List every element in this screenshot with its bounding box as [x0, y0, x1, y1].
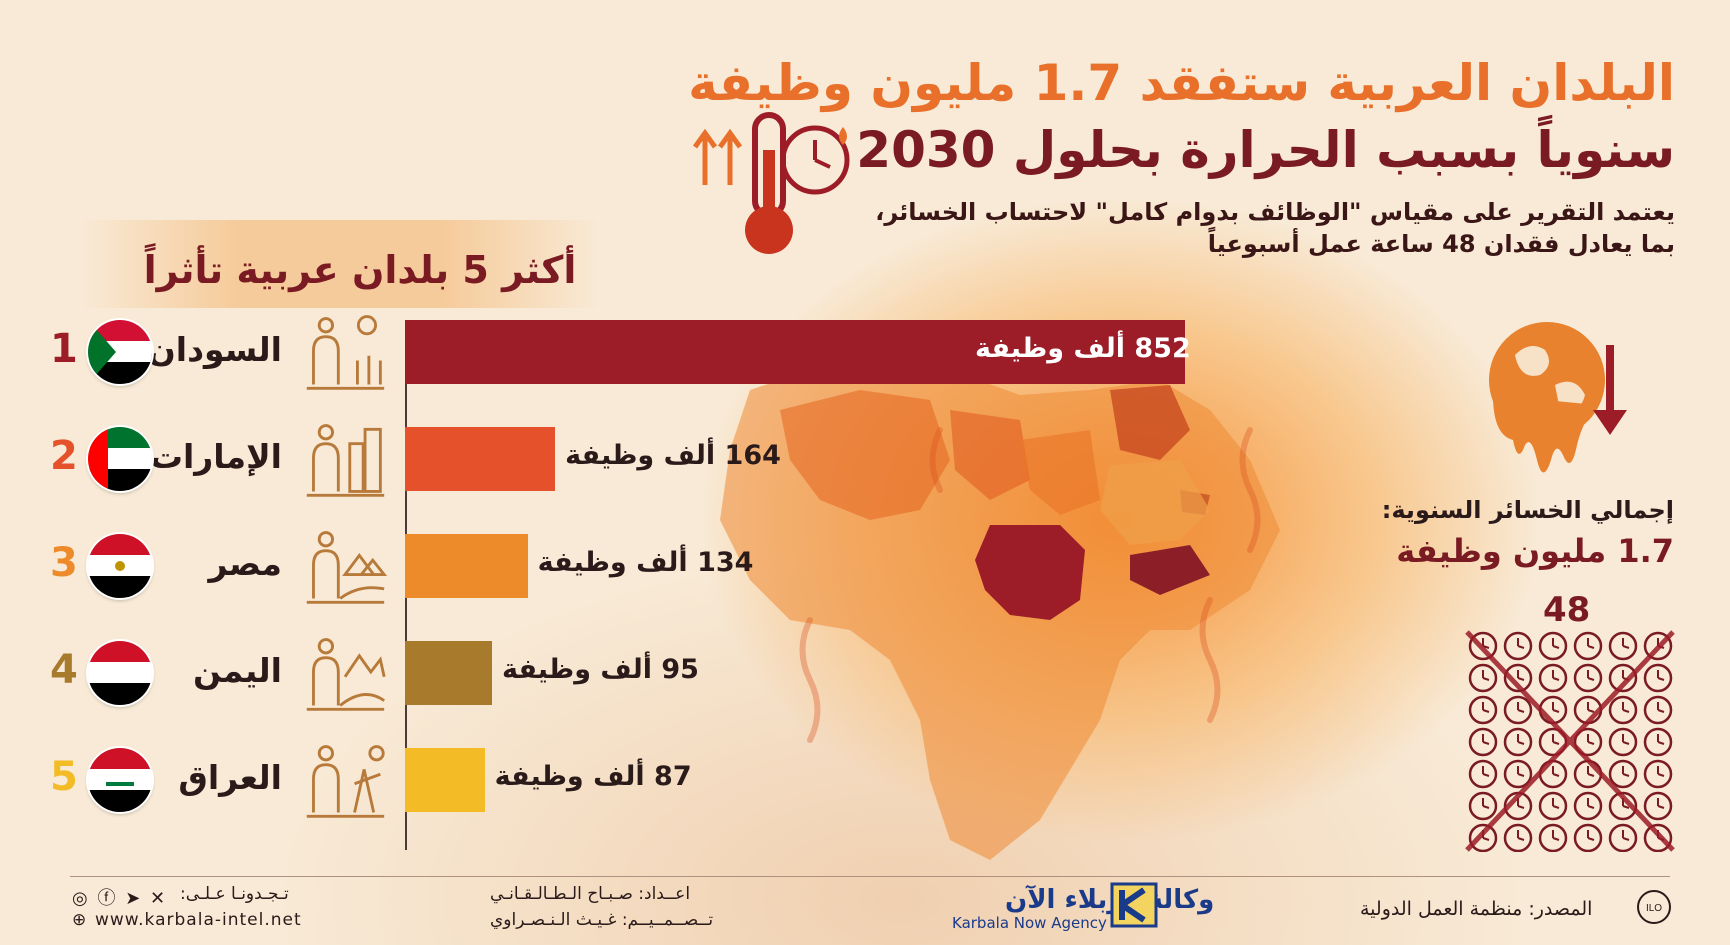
prepared-by: اعــداد: صـبـاح الـطـالـقـانـي — [490, 884, 691, 904]
country-name: مصر — [208, 544, 282, 583]
clock-icon — [1643, 727, 1673, 757]
svg-text:ILO: ILO — [1646, 903, 1662, 914]
uae-flag — [88, 427, 152, 491]
country-name: العراق — [178, 758, 282, 797]
clock-icon — [1503, 695, 1533, 725]
bar-4 — [405, 641, 492, 705]
farmer-icon — [302, 308, 388, 394]
clock-icon — [1608, 823, 1638, 852]
subtitle-line1: يعتمد التقرير على مقياس "الوظائف بدوام ك… — [875, 198, 1675, 226]
country-name: الإمارات — [149, 437, 282, 476]
laborer-mountains-icon — [302, 629, 388, 715]
arab-world-map — [720, 360, 1280, 860]
globe-icon: ⊕ — [72, 910, 87, 930]
clock-icon — [1643, 695, 1673, 725]
brand-name-arabic: وكالة كربلاء الآن — [1005, 885, 1215, 915]
follow-us-label: تـجـدونـا عـلـى: — [180, 884, 289, 904]
clock-icon — [1503, 759, 1533, 789]
bar-5 — [405, 748, 485, 812]
bar-value-label: 134 ألف وظيفة — [537, 547, 754, 578]
rank-number: 2 — [50, 433, 78, 479]
main-title-line1: البلدان العربية ستفقد 1.7 مليون وظيفة — [688, 54, 1675, 112]
instagram-icon[interactable]: ◎ — [72, 888, 90, 909]
clock-icon — [1538, 759, 1568, 789]
clock-icon — [1538, 631, 1568, 661]
clock-icon — [1538, 791, 1568, 821]
clock-icon — [1468, 759, 1498, 789]
iraq-flag — [88, 748, 152, 812]
subtitle-line2: بما يعادل فقدان 48 ساعة عمل أسبوعياً — [1207, 230, 1675, 259]
weekly-hours-number: 48 — [1543, 590, 1591, 630]
bar-value-label: 852 ألف وظيفة — [975, 333, 1191, 364]
country-name: السودان — [147, 330, 282, 369]
social-icons: ◎ ⓕ ➤ ✕ — [72, 884, 167, 910]
clock-icon — [1643, 759, 1673, 789]
clock-icon — [1608, 695, 1638, 725]
telegram-icon[interactable]: ➤ — [125, 888, 143, 909]
x-icon[interactable]: ✕ — [150, 888, 168, 909]
bar-value-label: 95 ألف وظيفة — [501, 654, 699, 685]
clock-icon — [1608, 791, 1638, 821]
clock-icon — [1573, 823, 1603, 852]
egypt-flag — [88, 534, 152, 598]
source-label: المصدر: منظمة العمل الدولية — [1360, 898, 1593, 920]
clock-icon — [1468, 791, 1498, 821]
ilo-logo-icon: ILO — [1637, 890, 1671, 924]
melting-globe-icon — [1489, 322, 1627, 473]
oil-worker-icon — [302, 736, 388, 822]
rank-number: 3 — [50, 540, 78, 586]
clock-icon — [1643, 791, 1673, 821]
clock-icon — [1573, 663, 1603, 693]
designed-by: تــصــمــيــم: غـيـث الـنـصـراوي — [490, 910, 714, 930]
clock-icon — [1503, 727, 1533, 757]
clock-icon — [1573, 791, 1603, 821]
clock-icon — [1573, 727, 1603, 757]
clock-icon — [1573, 631, 1603, 661]
clock-icon — [1503, 663, 1533, 693]
bar-3 — [405, 534, 528, 598]
rank-number: 1 — [50, 326, 78, 372]
main-title-line2: سنوياً بسبب الحرارة بحلول 2030 — [856, 121, 1675, 179]
karbala-now-logo-icon — [1110, 882, 1158, 928]
clock-icon — [1468, 727, 1498, 757]
total-losses-value: 1.7 مليون وظيفة — [1396, 532, 1674, 570]
country-name: اليمن — [193, 651, 282, 690]
clock-icon — [1608, 631, 1638, 661]
clock-icon — [1468, 695, 1498, 725]
rank-number: 4 — [50, 647, 78, 693]
clock-icon — [1573, 759, 1603, 789]
clock-icon — [1503, 823, 1533, 852]
clock-icon — [1643, 663, 1673, 693]
sudan-flag — [88, 320, 152, 384]
website-link[interactable]: www.karbala-intel.net — [95, 910, 302, 930]
thermometer-icon — [692, 112, 850, 254]
bar-value-label: 87 ألف وظيفة — [494, 761, 692, 792]
brand-name-english: Karbala Now Agency — [952, 914, 1107, 932]
subtitle: يعتمد التقرير على مقياس "الوظائف بدوام ك… — [875, 196, 1675, 261]
farmer-pyramids-icon — [302, 522, 388, 608]
clock-icon — [1468, 663, 1498, 693]
bar-1 — [405, 320, 1185, 384]
rank-number: 5 — [50, 754, 78, 800]
cross-out-mark — [1465, 630, 1675, 852]
total-losses-label: إجمالي الخسائر السنوية: — [1381, 496, 1674, 524]
clock-icon — [1503, 631, 1533, 661]
clock-grid-icon — [1465, 630, 1675, 852]
footer-divider — [70, 876, 1670, 877]
bar-value-label: 164 ألف وظيفة — [565, 440, 781, 471]
clock-icon — [1608, 759, 1638, 789]
construction-worker-icon — [302, 415, 388, 501]
section-title: أكثر 5 بلدان عربية تأثراً — [143, 248, 577, 292]
yemen-flag — [88, 641, 152, 705]
clock-icon — [1468, 823, 1498, 852]
clock-icon — [1608, 727, 1638, 757]
facebook-icon[interactable]: ⓕ — [97, 888, 118, 909]
bar-2 — [405, 427, 556, 491]
clock-icon — [1538, 663, 1568, 693]
section-header-band — [80, 220, 600, 308]
clock-icon — [1538, 823, 1568, 852]
